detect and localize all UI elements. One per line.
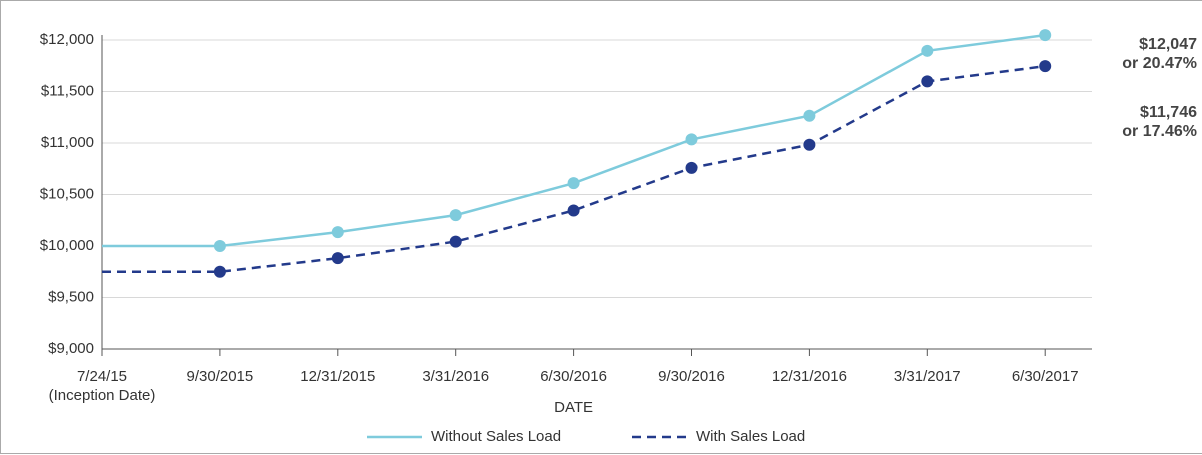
legend-label: Without Sales Load bbox=[431, 428, 561, 445]
point bbox=[803, 109, 816, 122]
x-tick-label: 9/30/2015 bbox=[186, 368, 254, 385]
x-tick-label: 12/31/2016 bbox=[771, 368, 847, 385]
x-tick-label: 7/24/15 (Inception Date) bbox=[48, 368, 156, 404]
y-tick-label: $11,000 bbox=[41, 134, 94, 151]
point bbox=[685, 161, 698, 174]
x-tick-label: 3/31/2017 bbox=[893, 368, 961, 385]
x-axis-label: DATE bbox=[554, 399, 594, 416]
point bbox=[685, 133, 698, 146]
point bbox=[331, 226, 344, 239]
point bbox=[921, 44, 934, 57]
x-tick-label: 6/30/2016 bbox=[540, 368, 607, 385]
y-tick-label: $9,500 bbox=[48, 288, 94, 305]
x-tick-label: 12/31/2015 bbox=[300, 368, 376, 385]
x-tick-label: 6/30/2017 bbox=[1011, 368, 1079, 385]
annotation: $11,746 or 17.46% bbox=[1122, 104, 1197, 140]
y-tick-label: $10,000 bbox=[40, 237, 94, 254]
annotation: $12,047 or 20.47% bbox=[1122, 36, 1197, 72]
y-tick-label: $12,000 bbox=[40, 31, 94, 48]
y-tick-label: $10,500 bbox=[40, 185, 94, 202]
point bbox=[213, 265, 226, 278]
point bbox=[449, 235, 462, 248]
legend-label: With Sales Load bbox=[696, 428, 805, 445]
point bbox=[331, 252, 344, 265]
point bbox=[803, 138, 816, 151]
point bbox=[1039, 60, 1052, 73]
x-tick-label: 3/31/2016 bbox=[422, 368, 490, 385]
point bbox=[921, 75, 934, 88]
point bbox=[567, 177, 580, 190]
y-tick-label: $11,500 bbox=[41, 82, 94, 99]
y-tick-label: $9,000 bbox=[48, 340, 94, 357]
point bbox=[1039, 29, 1052, 42]
point bbox=[213, 240, 226, 252]
point bbox=[449, 209, 462, 222]
series-line bbox=[102, 64, 1046, 273]
point bbox=[567, 204, 580, 217]
x-tick-label: 9/30/2016 bbox=[658, 368, 725, 385]
